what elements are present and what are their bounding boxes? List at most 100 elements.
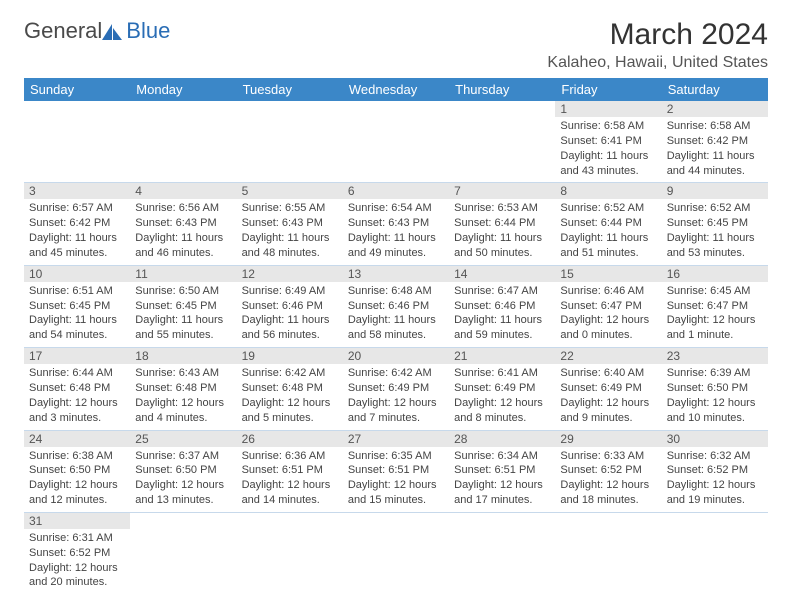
sunrise-line: Sunrise: 6:39 AM xyxy=(667,366,763,381)
daylight-line: Daylight: 11 hours and 55 minutes. xyxy=(135,313,231,343)
day-number: 12 xyxy=(237,266,343,282)
daylight-line: Daylight: 12 hours and 3 minutes. xyxy=(29,396,125,426)
calendar-cell: 3Sunrise: 6:57 AMSunset: 6:42 PMDaylight… xyxy=(24,183,130,265)
sunset-line: Sunset: 6:48 PM xyxy=(242,381,338,396)
daylight-line: Daylight: 11 hours and 51 minutes. xyxy=(560,231,656,261)
calendar-cell: 28Sunrise: 6:34 AMSunset: 6:51 PMDayligh… xyxy=(449,430,555,512)
daylight-line: Daylight: 11 hours and 44 minutes. xyxy=(667,149,763,179)
day-number: 19 xyxy=(237,348,343,364)
calendar-cell: 11Sunrise: 6:50 AMSunset: 6:45 PMDayligh… xyxy=(130,265,236,347)
daylight-line: Daylight: 11 hours and 48 minutes. xyxy=(242,231,338,261)
location: Kalaheo, Hawaii, United States xyxy=(547,54,768,72)
calendar-cell-empty xyxy=(555,512,661,594)
sunset-line: Sunset: 6:46 PM xyxy=(348,299,444,314)
calendar-cell: 21Sunrise: 6:41 AMSunset: 6:49 PMDayligh… xyxy=(449,348,555,430)
weekday-header: Wednesday xyxy=(343,78,449,101)
weekday-header-row: Sunday Monday Tuesday Wednesday Thursday… xyxy=(24,78,768,101)
weekday-header: Sunday xyxy=(24,78,130,101)
day-data: Sunrise: 6:58 AMSunset: 6:42 PMDaylight:… xyxy=(662,117,768,182)
sunrise-line: Sunrise: 6:33 AM xyxy=(560,449,656,464)
daylight-line: Daylight: 11 hours and 54 minutes. xyxy=(29,313,125,343)
sunset-line: Sunset: 6:49 PM xyxy=(454,381,550,396)
day-data: Sunrise: 6:57 AMSunset: 6:42 PMDaylight:… xyxy=(24,199,130,264)
calendar-cell-empty xyxy=(237,512,343,594)
day-number: 3 xyxy=(24,183,130,199)
day-number: 31 xyxy=(24,513,130,529)
day-data: Sunrise: 6:43 AMSunset: 6:48 PMDaylight:… xyxy=(130,364,236,429)
sunset-line: Sunset: 6:49 PM xyxy=(560,381,656,396)
day-number: 13 xyxy=(343,266,449,282)
calendar-cell: 10Sunrise: 6:51 AMSunset: 6:45 PMDayligh… xyxy=(24,265,130,347)
sunrise-line: Sunrise: 6:54 AM xyxy=(348,201,444,216)
weekday-header: Tuesday xyxy=(237,78,343,101)
calendar-body: 1Sunrise: 6:58 AMSunset: 6:41 PMDaylight… xyxy=(24,101,768,594)
sunset-line: Sunset: 6:45 PM xyxy=(667,216,763,231)
day-number: 8 xyxy=(555,183,661,199)
sunset-line: Sunset: 6:49 PM xyxy=(348,381,444,396)
logo-sail-icon xyxy=(102,24,124,40)
calendar-cell-empty xyxy=(343,512,449,594)
calendar-cell: 13Sunrise: 6:48 AMSunset: 6:46 PMDayligh… xyxy=(343,265,449,347)
calendar-cell-empty xyxy=(130,512,236,594)
sunset-line: Sunset: 6:44 PM xyxy=(560,216,656,231)
daylight-line: Daylight: 12 hours and 8 minutes. xyxy=(454,396,550,426)
sunset-line: Sunset: 6:52 PM xyxy=(560,463,656,478)
sunset-line: Sunset: 6:46 PM xyxy=(242,299,338,314)
weekday-header: Saturday xyxy=(662,78,768,101)
sunrise-line: Sunrise: 6:40 AM xyxy=(560,366,656,381)
calendar-week-row: 31Sunrise: 6:31 AMSunset: 6:52 PMDayligh… xyxy=(24,512,768,594)
sunrise-line: Sunrise: 6:52 AM xyxy=(560,201,656,216)
sunset-line: Sunset: 6:43 PM xyxy=(242,216,338,231)
daylight-line: Daylight: 11 hours and 56 minutes. xyxy=(242,313,338,343)
sunset-line: Sunset: 6:48 PM xyxy=(29,381,125,396)
sunrise-line: Sunrise: 6:57 AM xyxy=(29,201,125,216)
calendar-week-row: 10Sunrise: 6:51 AMSunset: 6:45 PMDayligh… xyxy=(24,265,768,347)
daylight-line: Daylight: 12 hours and 4 minutes. xyxy=(135,396,231,426)
daylight-line: Daylight: 12 hours and 9 minutes. xyxy=(560,396,656,426)
day-number: 20 xyxy=(343,348,449,364)
sunrise-line: Sunrise: 6:50 AM xyxy=(135,284,231,299)
weekday-header: Monday xyxy=(130,78,236,101)
calendar-cell: 5Sunrise: 6:55 AMSunset: 6:43 PMDaylight… xyxy=(237,183,343,265)
day-number: 21 xyxy=(449,348,555,364)
day-number: 5 xyxy=(237,183,343,199)
daylight-line: Daylight: 11 hours and 59 minutes. xyxy=(454,313,550,343)
sunrise-line: Sunrise: 6:45 AM xyxy=(667,284,763,299)
daylight-line: Daylight: 11 hours and 58 minutes. xyxy=(348,313,444,343)
daylight-line: Daylight: 12 hours and 18 minutes. xyxy=(560,478,656,508)
calendar-cell: 15Sunrise: 6:46 AMSunset: 6:47 PMDayligh… xyxy=(555,265,661,347)
sunset-line: Sunset: 6:51 PM xyxy=(454,463,550,478)
day-data: Sunrise: 6:53 AMSunset: 6:44 PMDaylight:… xyxy=(449,199,555,264)
calendar-cell-empty xyxy=(662,512,768,594)
calendar-cell: 4Sunrise: 6:56 AMSunset: 6:43 PMDaylight… xyxy=(130,183,236,265)
day-data: Sunrise: 6:36 AMSunset: 6:51 PMDaylight:… xyxy=(237,447,343,512)
calendar-week-row: 3Sunrise: 6:57 AMSunset: 6:42 PMDaylight… xyxy=(24,183,768,265)
calendar-cell: 19Sunrise: 6:42 AMSunset: 6:48 PMDayligh… xyxy=(237,348,343,430)
weekday-header: Friday xyxy=(555,78,661,101)
sunset-line: Sunset: 6:43 PM xyxy=(135,216,231,231)
day-data: Sunrise: 6:58 AMSunset: 6:41 PMDaylight:… xyxy=(555,117,661,182)
sunrise-line: Sunrise: 6:37 AM xyxy=(135,449,231,464)
sunrise-line: Sunrise: 6:53 AM xyxy=(454,201,550,216)
day-number: 2 xyxy=(662,101,768,117)
sunset-line: Sunset: 6:45 PM xyxy=(135,299,231,314)
day-number: 30 xyxy=(662,431,768,447)
calendar-cell: 7Sunrise: 6:53 AMSunset: 6:44 PMDaylight… xyxy=(449,183,555,265)
day-data: Sunrise: 6:35 AMSunset: 6:51 PMDaylight:… xyxy=(343,447,449,512)
sunset-line: Sunset: 6:51 PM xyxy=(348,463,444,478)
daylight-line: Daylight: 12 hours and 0 minutes. xyxy=(560,313,656,343)
logo: General Blue xyxy=(24,18,170,44)
title-block: March 2024 Kalaheo, Hawaii, United State… xyxy=(547,18,768,72)
calendar-cell: 12Sunrise: 6:49 AMSunset: 6:46 PMDayligh… xyxy=(237,265,343,347)
day-data: Sunrise: 6:41 AMSunset: 6:49 PMDaylight:… xyxy=(449,364,555,429)
day-data: Sunrise: 6:50 AMSunset: 6:45 PMDaylight:… xyxy=(130,282,236,347)
sunrise-line: Sunrise: 6:58 AM xyxy=(667,119,763,134)
calendar-cell: 29Sunrise: 6:33 AMSunset: 6:52 PMDayligh… xyxy=(555,430,661,512)
calendar-table: Sunday Monday Tuesday Wednesday Thursday… xyxy=(24,78,768,594)
day-number: 28 xyxy=(449,431,555,447)
sunset-line: Sunset: 6:46 PM xyxy=(454,299,550,314)
day-data: Sunrise: 6:54 AMSunset: 6:43 PMDaylight:… xyxy=(343,199,449,264)
day-data: Sunrise: 6:51 AMSunset: 6:45 PMDaylight:… xyxy=(24,282,130,347)
sunrise-line: Sunrise: 6:35 AM xyxy=(348,449,444,464)
day-number: 11 xyxy=(130,266,236,282)
